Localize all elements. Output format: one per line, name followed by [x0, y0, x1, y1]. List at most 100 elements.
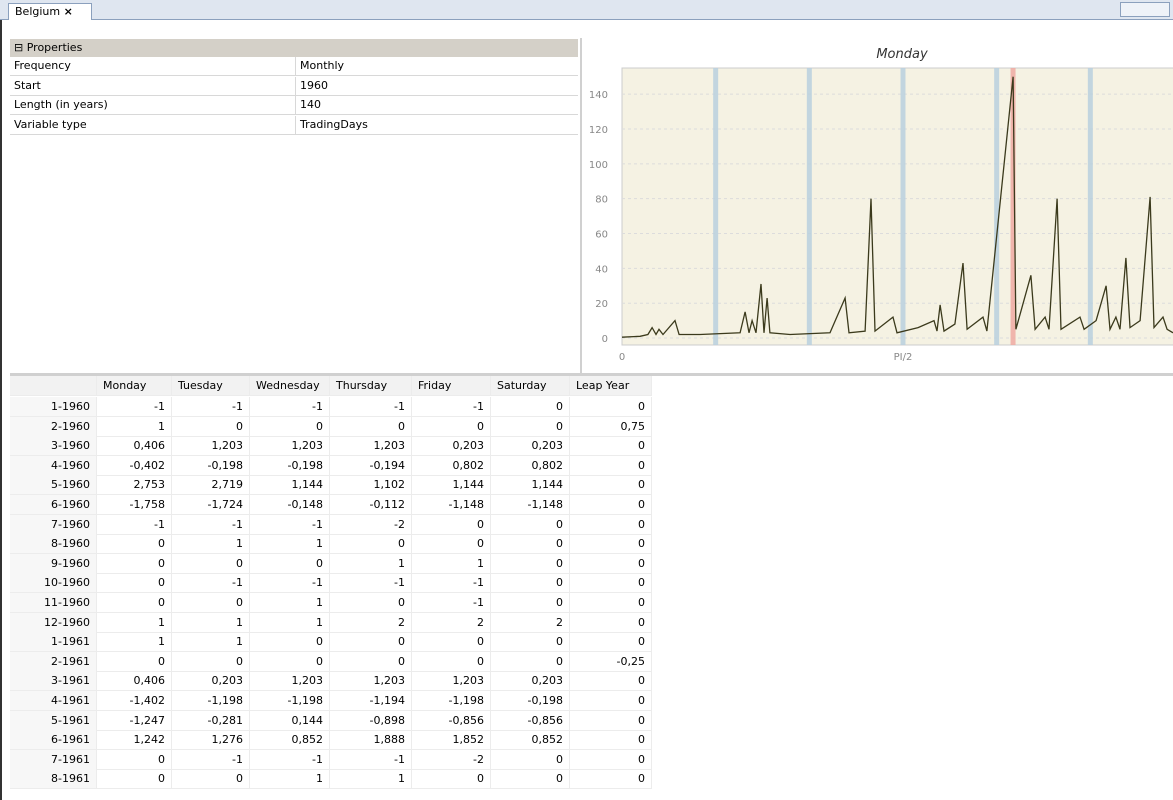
- cell[interactable]: -0,112: [330, 495, 412, 515]
- cell[interactable]: 0: [412, 416, 491, 437]
- cell[interactable]: -1: [412, 593, 491, 613]
- cell[interactable]: -1: [250, 397, 330, 417]
- cell[interactable]: 0,203: [412, 436, 491, 457]
- cell[interactable]: 1,144: [250, 475, 330, 496]
- cell[interactable]: -1,247: [97, 710, 172, 731]
- cell[interactable]: 1: [97, 632, 172, 653]
- cell[interactable]: 0,852: [491, 730, 570, 751]
- cell[interactable]: 0: [570, 514, 652, 535]
- cell[interactable]: 1: [172, 612, 250, 633]
- cell[interactable]: -1: [97, 397, 172, 417]
- cell[interactable]: 0: [97, 651, 172, 672]
- cell[interactable]: 0: [570, 769, 652, 790]
- cell[interactable]: -1,758: [97, 495, 172, 515]
- cell[interactable]: -1: [172, 397, 250, 417]
- cell[interactable]: -1: [172, 514, 250, 535]
- property-name[interactable]: Variable type: [10, 115, 296, 135]
- cell[interactable]: 1: [172, 534, 250, 555]
- cell[interactable]: 0: [570, 710, 652, 731]
- cell[interactable]: 1,203: [172, 436, 250, 457]
- cell[interactable]: -1: [330, 573, 412, 594]
- cell[interactable]: -0,281: [172, 710, 250, 731]
- cell[interactable]: 0: [570, 632, 652, 653]
- cell[interactable]: -1,148: [412, 495, 491, 515]
- cell[interactable]: 0: [412, 534, 491, 555]
- cell[interactable]: -1: [97, 514, 172, 535]
- cell[interactable]: 0: [97, 534, 172, 555]
- cell[interactable]: 0: [491, 632, 570, 653]
- cell[interactable]: 0,203: [491, 671, 570, 692]
- cell[interactable]: 1: [97, 416, 172, 437]
- cell[interactable]: -0,198: [172, 455, 250, 476]
- cell[interactable]: -2: [330, 514, 412, 535]
- cell[interactable]: -1,148: [491, 495, 570, 515]
- cell[interactable]: 0: [570, 612, 652, 633]
- cell[interactable]: 1,203: [250, 671, 330, 692]
- cell[interactable]: 0: [97, 573, 172, 594]
- cell[interactable]: 0: [97, 593, 172, 613]
- cell[interactable]: -1,198: [250, 691, 330, 711]
- column-header[interactable]: Tuesday: [172, 376, 250, 396]
- cell[interactable]: 0: [570, 534, 652, 555]
- cell[interactable]: 1: [250, 593, 330, 613]
- cell[interactable]: 0,852: [250, 730, 330, 751]
- cell[interactable]: 1: [250, 612, 330, 633]
- tab[interactable]: Belgium ×: [8, 3, 92, 20]
- cell[interactable]: 0,144: [250, 710, 330, 731]
- cell[interactable]: 1,276: [172, 730, 250, 751]
- cell[interactable]: -0,856: [491, 710, 570, 731]
- cell[interactable]: 0: [570, 553, 652, 574]
- cell[interactable]: 0: [570, 455, 652, 476]
- cell[interactable]: 0,203: [172, 671, 250, 692]
- cell[interactable]: 0: [172, 416, 250, 437]
- cell[interactable]: 0,406: [97, 671, 172, 692]
- cell[interactable]: 0: [491, 534, 570, 555]
- cell[interactable]: 0: [570, 573, 652, 594]
- cell[interactable]: 0: [97, 769, 172, 790]
- cell[interactable]: 1,102: [330, 475, 412, 496]
- cell[interactable]: 0: [570, 671, 652, 692]
- properties-header[interactable]: ⊟ Properties: [10, 39, 578, 57]
- cell[interactable]: 0: [570, 397, 652, 417]
- cell[interactable]: 0: [172, 593, 250, 613]
- property-value[interactable]: TradingDays: [296, 116, 578, 135]
- cell[interactable]: 1,144: [491, 475, 570, 496]
- cell[interactable]: 0: [570, 593, 652, 613]
- column-header[interactable]: Wednesday: [250, 376, 330, 396]
- cell[interactable]: 0,406: [97, 436, 172, 457]
- cell[interactable]: 2: [491, 612, 570, 633]
- cell[interactable]: 0: [330, 534, 412, 555]
- cell[interactable]: 0: [491, 651, 570, 672]
- cell[interactable]: 0: [250, 651, 330, 672]
- cell[interactable]: 0: [491, 749, 570, 770]
- cell[interactable]: 0: [412, 651, 491, 672]
- cell[interactable]: 0: [570, 691, 652, 711]
- cell[interactable]: -1: [172, 749, 250, 770]
- cell[interactable]: -0,402: [97, 455, 172, 476]
- cell[interactable]: 1,888: [330, 730, 412, 751]
- cell[interactable]: 0,802: [491, 455, 570, 476]
- cell[interactable]: 0: [570, 749, 652, 770]
- cell[interactable]: 2: [330, 612, 412, 633]
- cell[interactable]: -1: [330, 749, 412, 770]
- cell[interactable]: 0: [172, 769, 250, 790]
- cell[interactable]: 0: [330, 416, 412, 437]
- cell[interactable]: 0: [570, 730, 652, 751]
- tab-nav[interactable]: [1120, 2, 1170, 17]
- cell[interactable]: 0: [250, 416, 330, 437]
- cell[interactable]: -1: [250, 573, 330, 594]
- cell[interactable]: -0,898: [330, 710, 412, 731]
- cell[interactable]: -1: [412, 573, 491, 594]
- cell[interactable]: 0: [491, 573, 570, 594]
- cell[interactable]: -1: [412, 397, 491, 417]
- cell[interactable]: 1: [412, 553, 491, 574]
- cell[interactable]: 0: [491, 593, 570, 613]
- cell[interactable]: 0: [412, 769, 491, 790]
- cell[interactable]: 0: [250, 553, 330, 574]
- cell[interactable]: -0,856: [412, 710, 491, 731]
- cell[interactable]: -0,194: [330, 455, 412, 476]
- cell[interactable]: 0: [330, 651, 412, 672]
- cell[interactable]: 0: [491, 416, 570, 437]
- cell[interactable]: -1,198: [412, 691, 491, 711]
- cell[interactable]: 0: [172, 553, 250, 574]
